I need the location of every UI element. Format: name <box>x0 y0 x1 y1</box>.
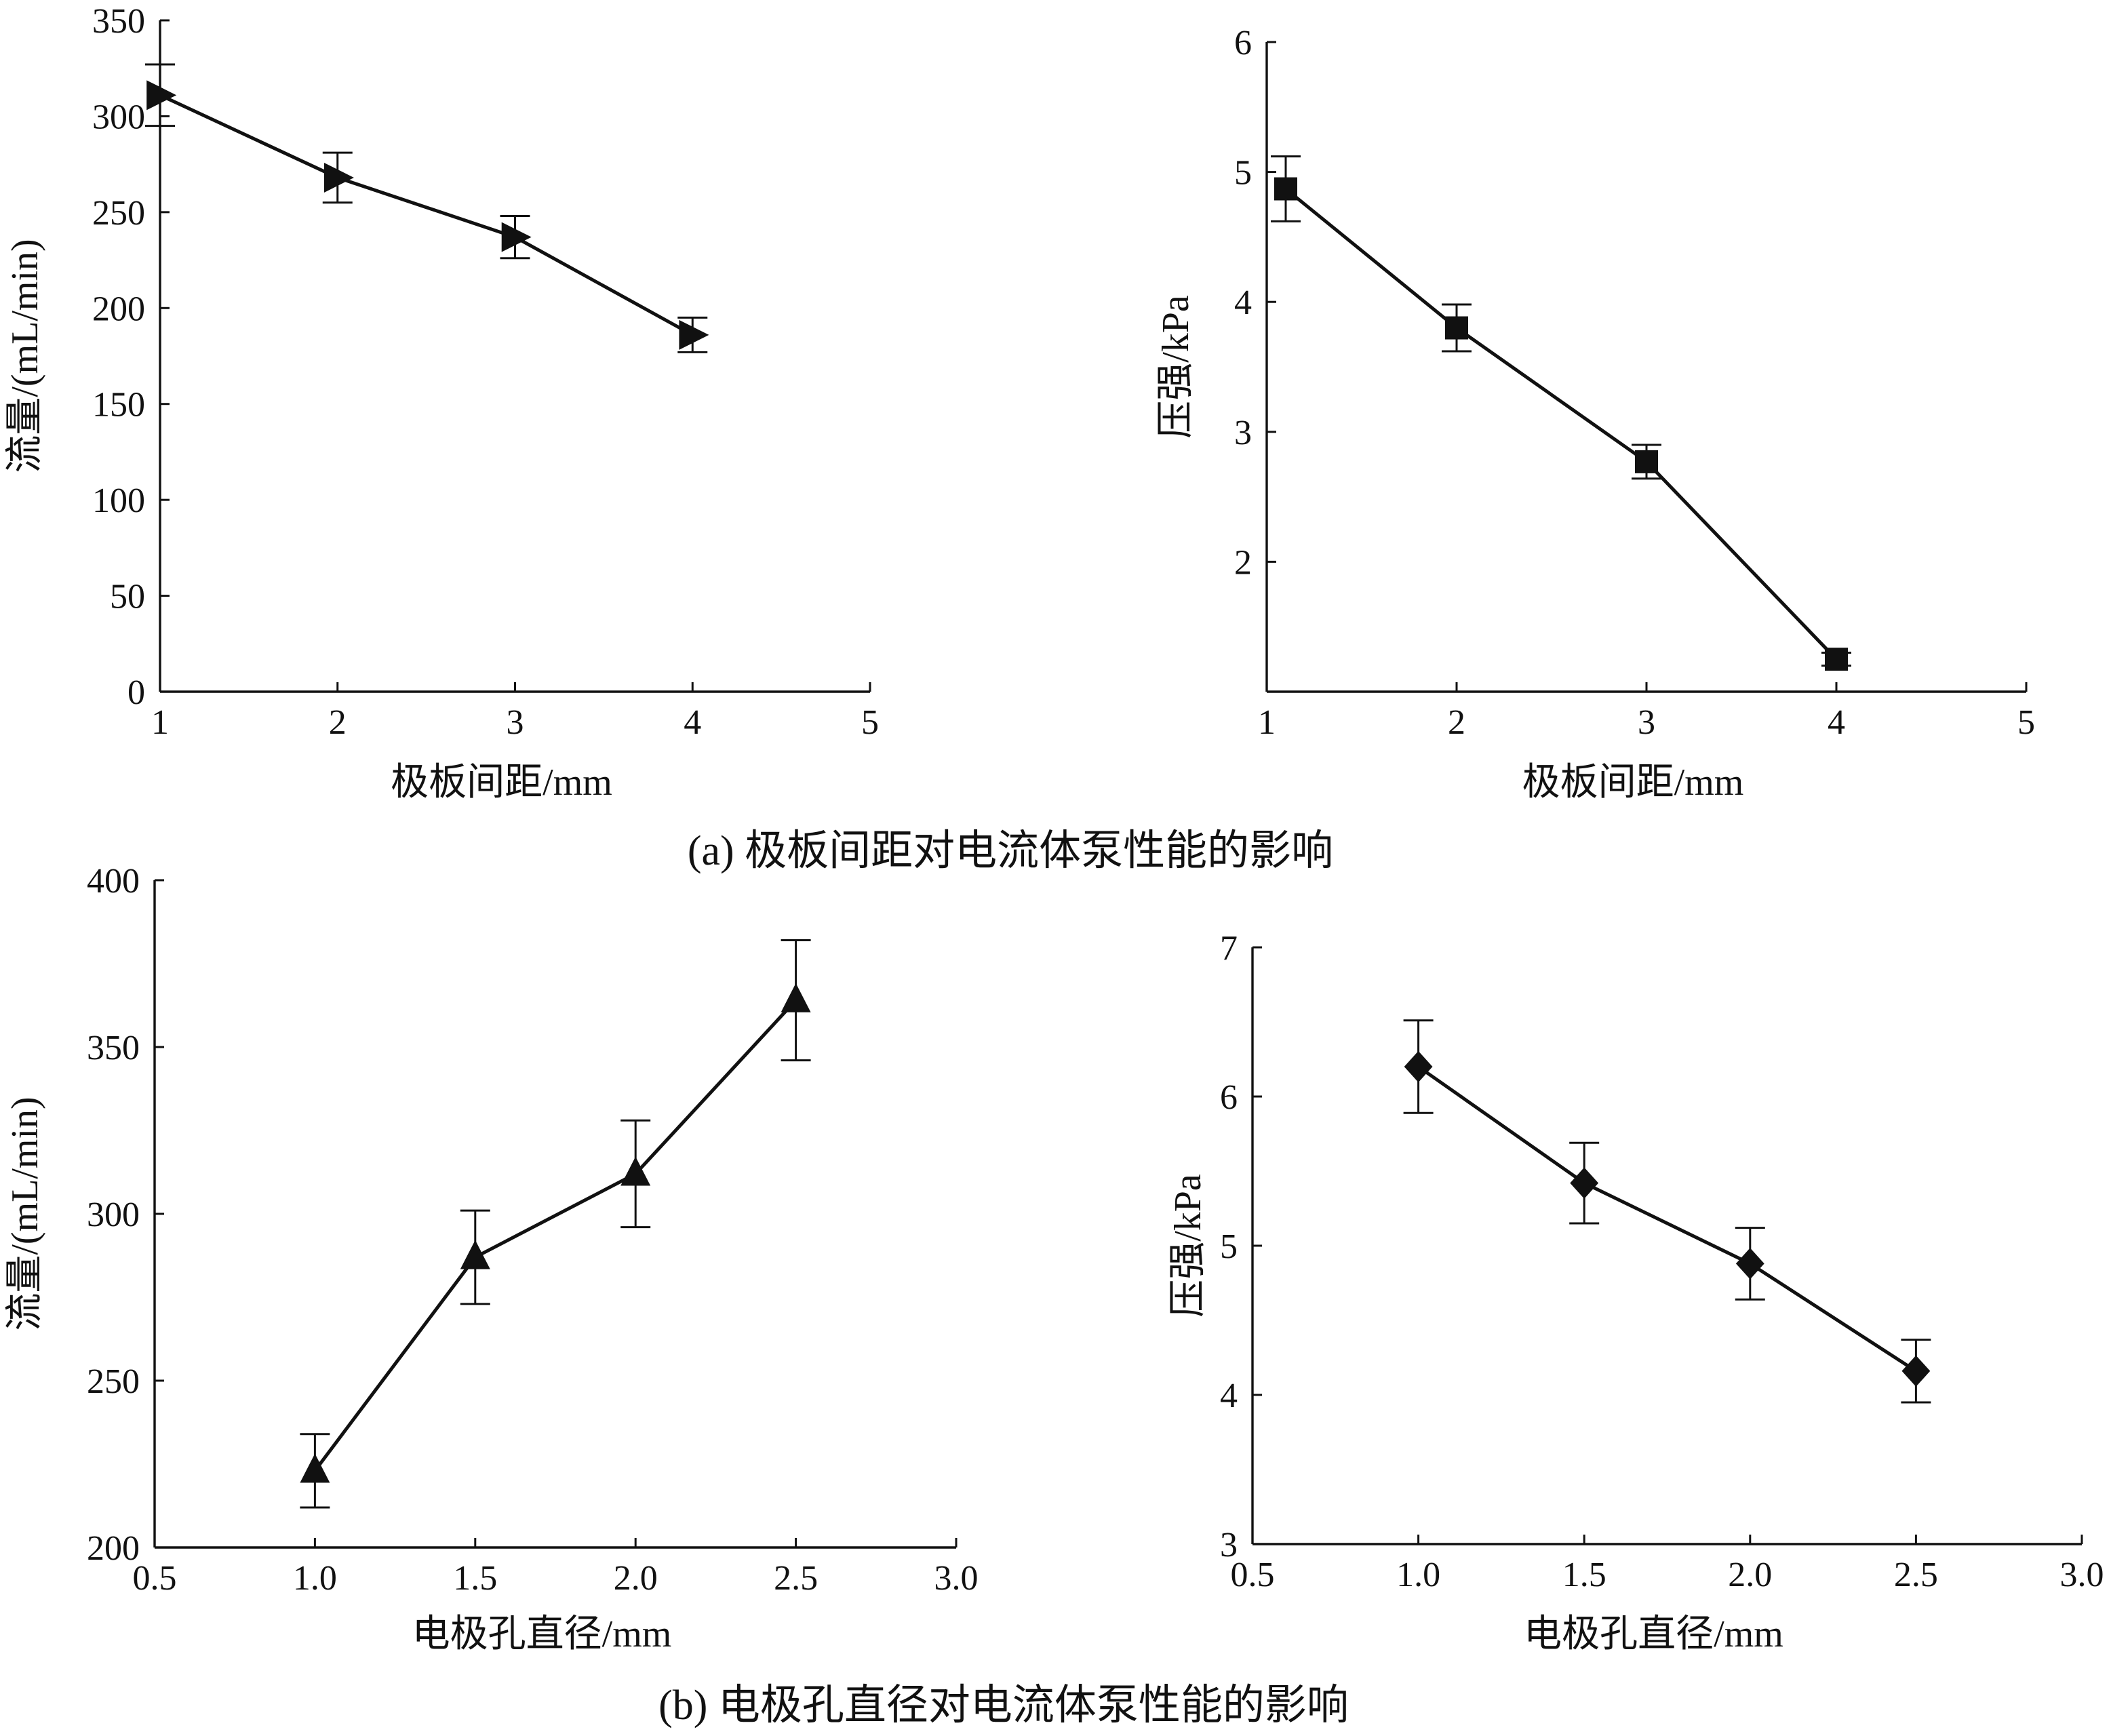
data-point-1 <box>1570 1167 1599 1199</box>
chart-panel-a2: 1 2 3 4 5 2 3 4 5 6 极板间距/mm 压强/kPa <box>1155 24 2035 804</box>
x-tick-label: 1.5 <box>453 1559 497 1598</box>
x-tick-label: 3.0 <box>2060 1556 2104 1594</box>
x-tick-label: 1 <box>151 703 169 742</box>
data-point-1 <box>323 162 354 193</box>
y-tick-label: 0 <box>127 673 145 712</box>
series-line <box>159 94 694 337</box>
y-tick-label: 2 <box>1234 543 1252 582</box>
y-tick-label: 200 <box>92 290 145 328</box>
y-axis-title: 流量/(mL/min) <box>4 239 46 473</box>
y-tick-label: 3 <box>1220 1526 1238 1564</box>
y-tick-label: 6 <box>1220 1078 1238 1117</box>
y-tick-label: 5 <box>1220 1227 1238 1266</box>
x-tick-label: 3 <box>1638 703 1655 742</box>
y-tick-label: 400 <box>87 862 140 901</box>
data-point-2 <box>1635 450 1658 473</box>
x-tick-label: 1.0 <box>293 1559 337 1598</box>
y-tick-label: 350 <box>92 2 145 41</box>
x-tick-label: 2 <box>1448 703 1465 742</box>
y-tick-label: 300 <box>87 1196 140 1234</box>
data-point-0 <box>146 80 177 111</box>
x-tick-label: 2.5 <box>774 1559 818 1598</box>
y-tick-label: 150 <box>92 386 145 425</box>
y-tick-label: 7 <box>1220 929 1238 968</box>
y-tick-label: 4 <box>1220 1377 1238 1415</box>
data-point-1 <box>1445 316 1468 340</box>
x-axis-title: 极板间距/mm <box>391 762 612 804</box>
data-point-0 <box>1274 177 1297 201</box>
x-tick-label: 2.0 <box>614 1559 658 1598</box>
data-point-2 <box>620 1156 651 1186</box>
x-tick-label: 3.0 <box>934 1559 979 1598</box>
x-tick-label: 1 <box>1258 703 1276 742</box>
chart-panel-a1: 1 2 3 4 5050100150200250300350极板间距/mm流量/(mL/… <box>4 2 879 804</box>
x-axis-title: 电极孔直径/mm <box>412 1613 672 1655</box>
y-tick-label: 250 <box>87 1362 140 1401</box>
x-tick-label: 4 <box>684 703 701 742</box>
x-tick-label: 4 <box>1828 703 1845 742</box>
x-tick-label: 0.5 <box>1231 1556 1275 1594</box>
y-tick-label: 350 <box>87 1029 140 1067</box>
y-tick-label: 250 <box>92 194 145 233</box>
data-point-1 <box>460 1240 490 1269</box>
chart-panel-b1: 0.5 1.0 1.5 2.0 2.5 3.0 200 250 300 350 400 电极孔直径/m… <box>4 862 979 1655</box>
y-axis-title: 流量/(mL/min) <box>4 1097 46 1330</box>
x-axis-title: 极板间距/mm <box>1522 762 1744 804</box>
data-point-3 <box>1825 648 1848 671</box>
x-tick-label: 2.5 <box>1894 1556 1938 1594</box>
y-tick-label: 5 <box>1234 154 1252 193</box>
series-line <box>1284 187 1838 660</box>
data-point-3 <box>781 983 811 1012</box>
x-axis-title: 电极孔直径/mm <box>1524 1613 1783 1655</box>
x-tick-label: 0.5 <box>133 1559 177 1598</box>
x-tick-label: 2 <box>329 703 347 742</box>
caption-a: (a) 极板间距对电流体泵性能的影响 <box>688 828 1333 874</box>
data-point-0 <box>1404 1050 1433 1083</box>
y-tick-label: 200 <box>87 1529 140 1568</box>
y-tick-label: 6 <box>1234 24 1252 62</box>
y-tick-label: 300 <box>92 98 145 136</box>
data-point-2 <box>1735 1248 1764 1280</box>
caption-b: (b) 电极孔直径对电流体泵性能的影响 <box>658 1682 1349 1729</box>
y-tick-label: 4 <box>1234 283 1252 322</box>
series-line <box>1417 1065 1917 1373</box>
x-tick-label: 2.0 <box>1728 1556 1772 1594</box>
y-axis-title: 压强/kPa <box>1167 1174 1209 1318</box>
data-point-0 <box>300 1453 330 1483</box>
data-point-3 <box>679 319 709 350</box>
series-line <box>313 999 797 1472</box>
y-axis-title: 压强/kPa <box>1155 295 1197 439</box>
x-tick-label: 1.5 <box>1562 1556 1606 1594</box>
data-point-3 <box>1901 1355 1931 1387</box>
y-tick-label: 3 <box>1234 414 1252 452</box>
x-tick-label: 1.0 <box>1396 1556 1440 1594</box>
data-point-2 <box>501 222 532 252</box>
x-tick-label: 3 <box>507 703 524 742</box>
y-tick-label: 50 <box>110 578 145 616</box>
x-tick-label: 5 <box>2017 703 2035 742</box>
y-tick-label: 100 <box>92 481 145 520</box>
chart-panel-b2: 0.5 1.0 1.5 2.0 2.5 3.0 3 4 5 6 7 电极孔直径/mm 压强/kPa <box>1167 929 2104 1655</box>
x-tick-label: 5 <box>861 703 879 742</box>
